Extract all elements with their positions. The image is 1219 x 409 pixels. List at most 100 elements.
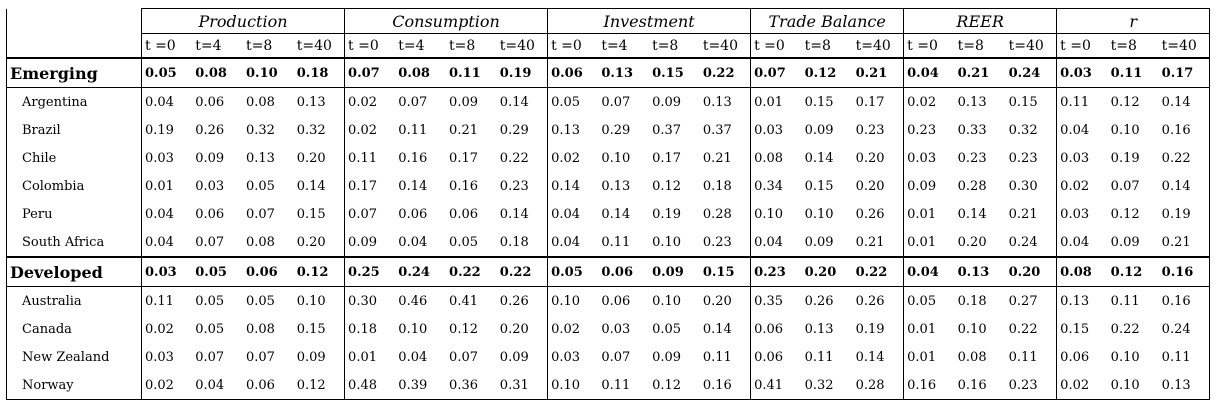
table-cell: 0.34 [754,178,784,194]
table-cell: 0.26 [852,200,905,228]
table-cell: 0.17 [652,150,682,166]
table-cell: 0.11 [145,293,174,309]
table-cell: 0.16 [1158,286,1211,315]
table-cell: 0.20 [852,144,905,172]
table-cell: 0.13 [246,150,275,166]
section-label: Emerging [6,57,142,88]
table-cell: 0.02 [907,94,937,110]
table-cell: 0.06 [601,293,631,309]
summary-value: 0.15 [649,57,700,88]
table-row: South Africa 0.04 0.07 0.08 0.20 0.09 0.04 0.05… [6,228,1211,258]
table-cell: 0.11 [1005,343,1058,371]
summary-value: 0.04 [903,256,955,287]
table-cell: 0.23 [907,122,937,138]
country-label: Argentina [6,87,142,116]
table-cell: 0.09 [804,122,834,138]
period-header: t=8 [1107,33,1159,59]
header-row-groups: Production Consumption Investment Trade Bal… [6,8,1211,34]
table-cell: 0.13 [804,321,834,337]
table-cell: 0.10 [804,206,834,222]
table-cell: 0.23 [1005,371,1058,400]
table-cell: 0.10 [551,293,581,309]
table-cell: 0.16 [903,371,955,400]
table-cell: 0.41 [449,293,478,309]
group-header: Production [141,8,346,34]
table-cell: 0.14 [496,87,549,116]
table-cell: 0.39 [395,371,447,400]
table-cell: 0.03 [551,349,581,365]
table-cell: 0.22 [1158,144,1211,172]
table-row: Colombia 0.01 0.03 0.05 0.14 0.17 0.14 0.16 0.23… [6,172,1211,200]
table-cell: 0.17 [348,178,377,194]
table-cell: 0.02 [348,94,377,110]
table-cell: 0.10 [652,293,682,309]
table-cell: 0.04 [750,228,802,258]
period-header: t =0 [903,33,955,59]
table-cell: 0.20 [954,228,1006,258]
table-cell: 0.23 [496,172,549,200]
summary-value: 0.22 [852,256,905,287]
table-cell: 0.11 [1060,94,1090,110]
table-cell: 0.14 [601,206,631,222]
period-header: t=8 [446,33,497,59]
country-label: Norway [6,371,142,400]
summary-value: 0.07 [344,57,396,88]
group-header: REER [903,8,1058,34]
table-cell: 0.21 [699,144,752,172]
period-header: t=40 [496,33,549,59]
table-cell: 0.04 [192,371,243,400]
table-cell: 0.15 [804,94,834,110]
table-cell: 0.32 [293,116,346,144]
table-cell: 0.03 [907,150,937,166]
table-cell: 0.46 [398,293,428,309]
table-cell: 0.17 [449,150,478,166]
table-cell: 0.07 [246,206,275,222]
summary-value: 0.24 [1005,57,1058,88]
summary-value: 0.08 [1056,256,1108,287]
summary-value: 0.19 [496,57,549,88]
table-row: Argentina 0.04 0.06 0.08 0.13 0.02 0.07 0.09 0.1… [6,87,1211,116]
table-cell: 0.20 [293,144,346,172]
header-row-periods: t =0 t=4 t=8 t=40 t =0 t=4 t=8 t=40 t =0 t=4 t=8 t=… [6,33,1211,59]
table-row: Brazil 0.19 0.26 0.32 0.32 0.02 0.11 0.21 0.29 0.… [6,116,1211,144]
period-header: t=40 [699,33,752,59]
table-cell: 0.15 [293,315,346,343]
table-cell: 0.03 [754,122,784,138]
summary-value: 0.04 [903,57,955,88]
table-row: New Zealand 0.03 0.07 0.07 0.09 0.01 0.04 0.07 0… [6,343,1211,371]
table-cell: 0.03 [1060,206,1090,222]
table-cell: 0.03 [145,150,174,166]
country-label: New Zealand [6,343,142,371]
summary-value: 0.20 [1005,256,1058,287]
table-cell: 0.06 [754,349,784,365]
summary-value: 0.12 [293,256,346,287]
table-cell: 0.09 [801,228,853,258]
table-cell: 0.10 [398,321,428,337]
table-cell: 0.10 [1110,349,1140,365]
table-cell: 0.09 [652,94,682,110]
table-cell: 0.23 [699,228,752,258]
table-cell: 0.33 [957,122,987,138]
summary-value: 0.09 [649,256,700,287]
table-cell: 0.04 [1060,122,1090,138]
table-cell: 0.18 [496,228,549,258]
table-cell: 0.11 [398,122,428,138]
table-cell: 0.24 [1005,228,1058,258]
period-header: t =0 [141,33,193,59]
period-header: t=40 [852,33,905,59]
table-cell: 0.29 [601,122,631,138]
table-cell: 0.05 [195,293,225,309]
summary-value: 0.24 [395,256,447,287]
table-cell: 0.13 [957,94,987,110]
table-cell: 0.01 [754,94,784,110]
table-cell: 0.04 [141,228,193,258]
table-cell: 0.12 [649,371,700,400]
table-cell: 0.03 [1060,150,1090,166]
table-cell: 0.01 [907,349,937,365]
table-cell: 0.03 [145,349,174,365]
table-cell: 0.09 [344,228,396,258]
table-cell: 0.12 [1110,206,1140,222]
table-cell: 0.16 [1158,116,1211,144]
summary-value: 0.17 [1158,57,1211,88]
table-cell: 0.14 [957,206,987,222]
